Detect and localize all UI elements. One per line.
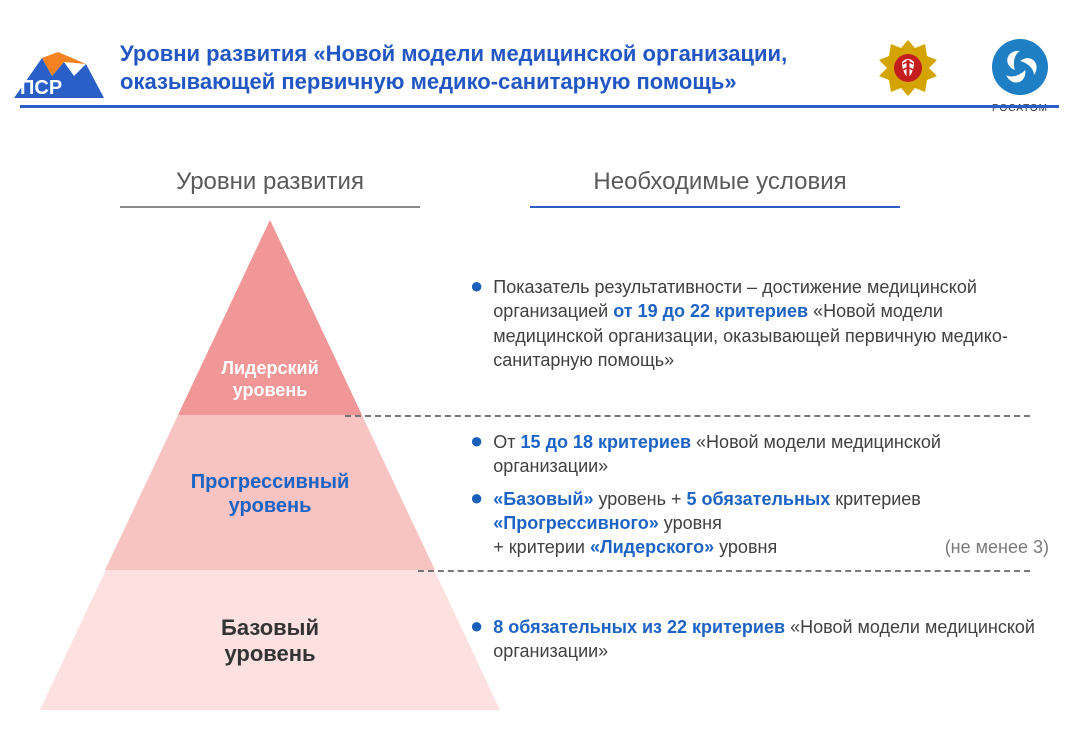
tier-label-prog-l1: Прогрессивный bbox=[191, 471, 350, 493]
tier-label-prog-l2: уровень bbox=[229, 495, 312, 517]
txt-highlight: «Лидерского» bbox=[590, 537, 714, 557]
tier-label-leader-l1: Лидерский bbox=[221, 358, 318, 378]
txt-part: уровень + bbox=[593, 489, 686, 509]
condition-item: ● Показатель результативности – достижен… bbox=[470, 275, 1049, 372]
txt-part: От bbox=[493, 432, 520, 452]
bullet-icon: ● bbox=[470, 615, 483, 664]
txt-part: критериев bbox=[830, 489, 921, 509]
tier-label-leader: Лидерский уровень bbox=[40, 358, 500, 401]
txt-highlight: 5 обязательных bbox=[687, 489, 831, 509]
condition-item: ● 8 обязательных из 22 критериев «Новой … bbox=[470, 615, 1049, 664]
condition-text: «Базовый» уровень + 5 обязательных крите… bbox=[493, 487, 1049, 560]
txt-highlight: от 19 до 22 критериев bbox=[613, 301, 808, 321]
tier-label-base: Базовый уровень bbox=[40, 615, 500, 668]
condition-item: ● От 15 до 18 критериев «Новой модели ме… bbox=[470, 430, 1049, 479]
psr-logo: ПСР bbox=[14, 52, 104, 98]
column-heading-levels: Уровни развития bbox=[140, 168, 400, 196]
divider-dash-2 bbox=[418, 570, 1030, 572]
tier-label-progressive: Прогрессивный уровень bbox=[40, 470, 500, 518]
txt-highlight: 8 обязательных из 22 критериев bbox=[493, 617, 785, 637]
txt-highlight: «Базовый» bbox=[493, 489, 593, 509]
txt-part: уровня bbox=[714, 537, 777, 557]
txt-highlight: 15 до 18 критериев bbox=[521, 432, 692, 452]
pyramid-diagram: Лидерский уровень Прогрессивный уровень … bbox=[40, 220, 500, 710]
condition-item: ● «Базовый» уровень + 5 обязательных кри… bbox=[470, 487, 1049, 560]
tier-label-leader-l2: уровень bbox=[233, 380, 308, 400]
psr-logo-text: ПСР bbox=[20, 77, 62, 98]
txt-highlight: «Прогрессивного» bbox=[493, 513, 659, 533]
divider-dash-1 bbox=[345, 415, 1030, 417]
bullet-icon: ● bbox=[470, 430, 483, 479]
ministry-emblem-icon bbox=[877, 38, 939, 109]
conditions-leader: ● Показатель результативности – достижен… bbox=[470, 275, 1049, 380]
tier-label-base-l2: уровень bbox=[224, 641, 315, 666]
bullet-icon: ● bbox=[470, 275, 483, 372]
header-divider bbox=[20, 105, 1059, 108]
condition-text: Показатель результативности – достижение… bbox=[493, 275, 1049, 372]
slide-header: ПСР Уровни развития «Новой модели медици… bbox=[0, 20, 1079, 105]
slide-title: Уровни развития «Новой модели медицинско… bbox=[120, 40, 820, 95]
underline-right bbox=[530, 206, 900, 208]
bullet-icon: ● bbox=[470, 487, 483, 560]
txt-note: (не менее 3) bbox=[945, 535, 1049, 559]
tier-label-base-l1: Базовый bbox=[221, 615, 319, 640]
rosatom-logo: РОСАТОМ bbox=[991, 38, 1049, 114]
conditions-base: ● 8 обязательных из 22 критериев «Новой … bbox=[470, 615, 1049, 672]
condition-text: 8 обязательных из 22 критериев «Новой мо… bbox=[493, 615, 1049, 664]
condition-text: От 15 до 18 критериев «Новой модели меди… bbox=[493, 430, 1049, 479]
conditions-progressive: ● От 15 до 18 критериев «Новой модели ме… bbox=[470, 430, 1049, 567]
underline-left bbox=[120, 206, 420, 208]
txt-part: + критерии bbox=[493, 537, 590, 557]
column-heading-conditions: Необходимые условия bbox=[560, 168, 880, 196]
txt-part: уровня bbox=[659, 513, 722, 533]
